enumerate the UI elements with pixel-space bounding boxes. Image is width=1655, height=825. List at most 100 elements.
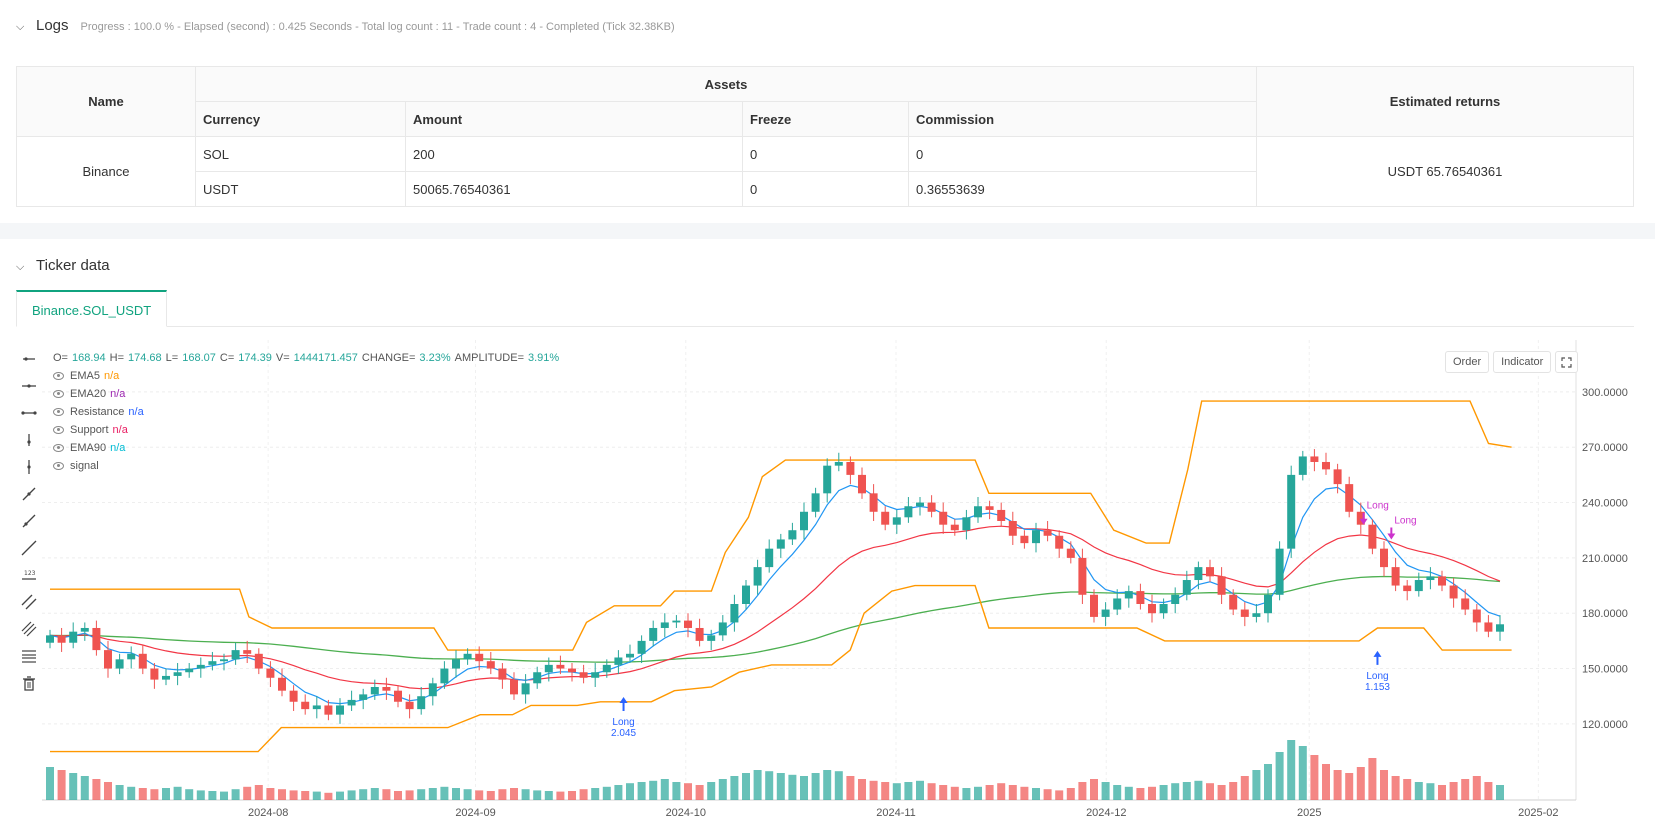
eye-icon[interactable]: [53, 462, 64, 470]
candle: [1298, 456, 1307, 475]
volume-bar: [382, 789, 391, 800]
volume-bar: [498, 789, 507, 800]
trend-line-icon[interactable]: [18, 483, 40, 505]
candle: [1322, 461, 1330, 470]
candle: [1333, 469, 1342, 485]
candle: [1020, 535, 1029, 544]
volume-bar: [127, 786, 136, 800]
parallel-channel-icon[interactable]: [18, 591, 40, 613]
volume-bar: [881, 782, 890, 800]
eye-icon[interactable]: [53, 372, 64, 380]
header-commission: Commission: [908, 101, 1257, 137]
volume-bar: [672, 782, 681, 800]
volume-bar: [57, 770, 66, 800]
volume-bar: [521, 789, 530, 800]
candle: [57, 635, 66, 643]
candle: [626, 653, 634, 658]
volume-bar: [243, 786, 252, 800]
volume-bar: [858, 779, 866, 800]
volume-bar: [104, 782, 112, 800]
y-tick-label: 270.0000: [1582, 442, 1628, 454]
volume-bar: [1008, 785, 1017, 800]
candle: [220, 659, 228, 662]
ticker-header[interactable]: ⌵ Ticker data: [16, 257, 110, 274]
volume-bar: [834, 771, 843, 800]
fullscreen-icon[interactable]: [1555, 351, 1579, 373]
eye-icon[interactable]: [53, 444, 64, 452]
extended-line-icon[interactable]: [18, 537, 40, 559]
candle: [1229, 594, 1238, 610]
volume-bar: [1113, 785, 1122, 800]
vertical-ray-icon[interactable]: [18, 429, 40, 451]
candle: [602, 664, 611, 673]
chevron-down-icon[interactable]: ⌵: [16, 21, 25, 33]
horizontal-ray-icon[interactable]: [18, 348, 40, 370]
volume-bar: [1078, 782, 1087, 800]
legend-item-support[interactable]: Support n/a: [53, 421, 559, 439]
pitchfork-icon[interactable]: [18, 618, 40, 640]
vertical-line-icon[interactable]: [18, 456, 40, 478]
candle: [80, 627, 89, 632]
fibonacci-icon[interactable]: [18, 645, 40, 667]
chart-legend: O= 168.94 H= 174.68 L= 168.07 C= 174.39 V= 14…: [53, 349, 559, 475]
candle: [1484, 622, 1493, 632]
svg-text:123: 123: [24, 570, 36, 577]
commission-cell: 0: [908, 136, 1257, 172]
order-button[interactable]: Order: [1445, 351, 1490, 373]
volume-bar: [220, 791, 228, 800]
entry-qty: 1.153: [1365, 682, 1390, 693]
volume-bar: [626, 783, 634, 800]
candle: [939, 511, 948, 525]
candle: [301, 701, 310, 710]
logs-header[interactable]: ⌵ Logs Progress : 100.0 % - Elapsed (sec…: [16, 17, 675, 34]
volume-bar: [1484, 782, 1493, 800]
volume-bar: [405, 790, 414, 800]
candle: [1194, 567, 1203, 581]
horizontal-segment-icon[interactable]: [18, 402, 40, 424]
chart-grid: [42, 340, 1577, 801]
volume-bar: [266, 788, 275, 800]
volume-bar: [1345, 773, 1354, 800]
volume-bar: [475, 790, 484, 800]
trash-icon[interactable]: [18, 672, 40, 694]
legend-item-ema90[interactable]: EMA90 n/a: [53, 439, 559, 457]
horizontal-line-icon[interactable]: [18, 375, 40, 397]
price-range-icon[interactable]: 123: [18, 564, 40, 586]
candle: [834, 461, 843, 466]
chevron-down-icon[interactable]: ⌵: [16, 261, 25, 273]
volume-bar: [162, 788, 170, 800]
ray-icon[interactable]: [18, 510, 40, 532]
header-amount: Amount: [405, 101, 743, 137]
candle: [463, 653, 472, 660]
ticker-tabs: Binance.SOL_USDT: [16, 290, 1634, 327]
candle: [1090, 594, 1098, 617]
volume-bar: [1275, 752, 1284, 800]
legend-item-ema20[interactable]: EMA20 n/a: [53, 385, 559, 403]
volume-bar: [1298, 746, 1307, 800]
legend-item-signal[interactable]: signal: [53, 457, 559, 475]
volume-bar: [765, 771, 774, 800]
candle: [544, 664, 553, 673]
eye-icon[interactable]: [53, 390, 64, 398]
candle: [1391, 567, 1400, 586]
candle: [324, 705, 333, 715]
volume-bar: [846, 776, 855, 800]
candle: [718, 622, 727, 636]
candle: [1159, 604, 1168, 614]
legend-item-ema5[interactable]: EMA5 n/a: [53, 367, 559, 385]
y-tick-label: 240.0000: [1582, 498, 1628, 510]
legend-item-resistance[interactable]: Resistance n/a: [53, 403, 559, 421]
x-tick-label: 2024-11: [876, 807, 916, 819]
candle: [1008, 521, 1017, 536]
volume-bar: [1322, 764, 1330, 800]
candle: [637, 640, 646, 654]
eye-icon[interactable]: [53, 426, 64, 434]
eye-icon[interactable]: [53, 408, 64, 416]
indicator-button[interactable]: Indicator: [1493, 351, 1552, 373]
ema20-line: [49, 525, 1501, 690]
tab-binance-sol-usdt[interactable]: Binance.SOL_USDT: [16, 290, 168, 327]
candle: [115, 659, 124, 669]
candle: [1426, 576, 1435, 581]
candle: [788, 530, 797, 540]
